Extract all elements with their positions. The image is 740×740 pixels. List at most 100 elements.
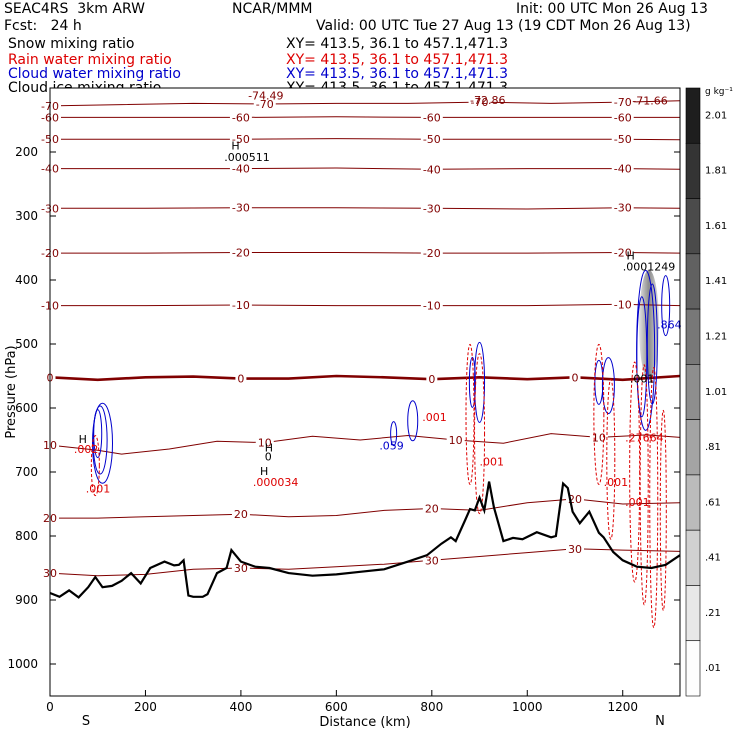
rain-water-contour [606,378,616,540]
isotherm-label-bg [468,96,491,110]
data-annotation: .001 [422,411,447,424]
data-annotation: .27664 [625,431,664,444]
y-tick-label: 500 [15,337,38,351]
data-annotation: H [265,442,273,455]
x-tick-label: 0 [46,700,54,714]
x-tick-label: 600 [325,700,348,714]
isotherm-label: 20 [425,502,439,515]
isotherm-label: 0 [572,371,579,384]
isotherm-label-bg [420,133,443,147]
snow-shading [638,269,659,380]
isotherm-label: 20 [234,508,248,521]
rain-water-contour [629,361,641,583]
isotherm-label-bg [446,434,465,447]
plot-frame [49,87,681,697]
data-annotation: .001 [625,496,650,509]
data-annotation: -74.49 [248,90,283,103]
data-annotation: .0001249 [623,260,676,273]
colorbar-cell [685,640,701,697]
colorbar-tick-label: .61 [705,497,721,508]
y-tick-label: 700 [15,465,38,479]
colorbar-tick-label: 1.81 [705,166,727,177]
colorbar-cell [685,87,701,144]
cloud-water-contour [636,269,656,431]
x-tick-label: 1200 [607,700,638,714]
colorbar-cell [685,529,701,586]
isotherm-line [50,251,681,254]
data-annotation: .000511 [224,151,269,164]
colorbar-cell [685,419,701,476]
colorbar-cell [685,308,701,365]
isotherm-label: -20 [232,246,250,259]
isotherm-label-bg [420,202,443,216]
header-valid: Valid: 00 UTC Tue 27 Aug 13 (19 CDT Mon … [316,18,691,34]
isotherm-label-bg [611,96,634,110]
isotherm-label-bg [229,246,252,260]
rain-water-contour [649,367,659,629]
isotherm-label: -60 [232,111,250,124]
cloud-water-contour [601,357,615,415]
isotherm-label: -20 [423,247,441,260]
y-tick-label: 900 [15,593,38,607]
isotherm-label-bg [422,502,441,516]
isotherm-label-bg [420,111,443,125]
y-tick-label: 400 [15,273,38,287]
isotherm-line [50,138,681,141]
isotherm-label: -30 [423,202,441,215]
colorbar-cell [685,253,701,310]
field-label-cloud-water: Cloud water mixing ratio [8,66,181,82]
cloud-water-contour [661,275,671,337]
isotherm-label-bg [611,162,634,176]
rain-water-contour [465,343,475,485]
isotherm-label-bg [569,371,581,385]
data-annotation: -72.86 [470,94,505,107]
isotherm-label: -20 [614,246,632,259]
isotherm-label: -40 [423,163,441,176]
rain-water-contour [639,364,649,606]
isotherm-label: -70 [471,96,489,109]
header-org: NCAR/MMM [232,1,313,17]
x-tick-label: 200 [134,700,157,714]
rain-water-contour [659,409,667,611]
isotherm-line [50,303,681,307]
isotherm-label: 10 [449,434,463,447]
y-tick-label: 600 [15,401,38,415]
y-tick-label: 200 [15,145,38,159]
isotherm-label: -50 [423,133,441,146]
isotherm-label: -60 [423,111,441,124]
data-annotation: H [231,139,239,152]
header-init: Init: 00 UTC Mon 26 Aug 13 [516,1,708,17]
isotherm-label-bg [253,98,276,111]
y-tick-label: 300 [15,209,38,223]
plot-area [50,88,680,696]
isotherm-label: -10 [232,299,250,312]
cloud-water-contour [474,341,486,423]
colorbar-tick-label: 1.61 [705,221,727,232]
isotherm-label: -40 [232,163,250,176]
data-annotation: -71.66 [632,95,667,108]
isotherm-label-bg [611,201,634,215]
rain-water-contour [90,435,100,497]
isotherm-label-bg [611,298,634,312]
isotherm-label-bg [229,298,252,312]
isotherm-label-bg [229,162,252,176]
field-label-snow: Snow mixing ratio [8,36,135,52]
data-annotation: .864 [657,319,682,332]
colorbar-cell [685,585,701,642]
isotherm-label: -50 [232,133,250,146]
isotherm-label: -70 [256,98,274,111]
data-annotation: .000034 [253,476,299,489]
isotherm-label: -60 [614,111,632,124]
isotherm-line [49,100,681,107]
isotherm-label-bg [231,562,250,575]
isotherm-label: 0 [428,373,435,386]
isotherm-label: 30 [425,554,439,567]
colorbar-tick-label: .21 [705,608,721,619]
cloud-water-contour [407,400,419,442]
x-end-label-left: S [82,714,90,729]
isotherm-label-bg [229,133,252,147]
isotherm-label: 30 [568,543,582,556]
isotherm-label-bg [420,247,443,261]
data-annotation: H [260,465,268,478]
isotherm-label: -10 [423,300,441,313]
